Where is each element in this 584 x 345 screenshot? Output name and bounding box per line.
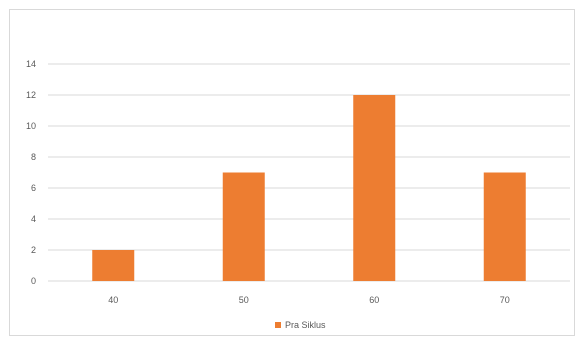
x-tick-label-60: 60 [369,295,379,305]
bar-40 [92,250,135,281]
y-tick-label: 12 [26,90,36,100]
x-tick-label-40: 40 [108,295,118,305]
y-tick-label: 14 [26,59,36,69]
legend-label-pra-siklus: Pra Siklus [285,320,326,330]
legend: Pra Siklus [275,320,326,330]
y-tick-label: 2 [31,245,36,255]
y-tick-label: 10 [26,121,36,131]
legend-swatch [275,322,281,328]
bar-60 [353,95,396,281]
bar-50 [222,172,265,281]
x-axis-ticks: 40 50 60 70 [108,295,510,305]
y-tick-label: 8 [31,152,36,162]
x-tick-label-50: 50 [239,295,249,305]
y-tick-label: 4 [31,214,36,224]
bar-70 [483,172,526,281]
bars [92,95,526,281]
x-tick-label-70: 70 [500,295,510,305]
y-tick-label: 0 [31,276,36,286]
y-tick-label: 6 [31,183,36,193]
y-axis-ticks: 0 2 4 6 8 10 12 14 [26,59,36,286]
grid-lines [48,63,570,282]
